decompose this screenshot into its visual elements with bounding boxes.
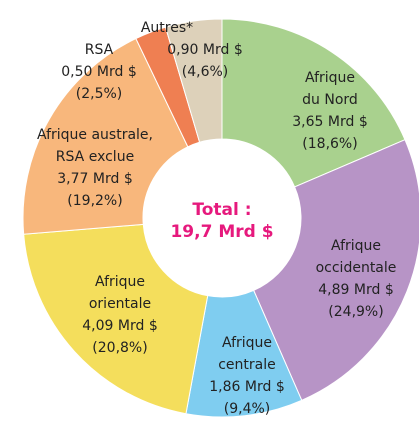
category-label: du Nord <box>302 92 358 108</box>
category-label: RSA <box>85 42 114 58</box>
donut-slice <box>22 37 189 235</box>
category-label: Afrique <box>305 70 355 86</box>
category-label: occidentale <box>316 260 397 276</box>
value-label: 0,90 Mrd $ <box>167 42 242 58</box>
value-label: 0,50 Mrd $ <box>61 64 136 80</box>
donut-slice <box>252 139 419 401</box>
percent-label: (18,6%) <box>302 136 357 152</box>
donut-slice <box>23 223 209 415</box>
category-label: Afrique australe, <box>37 127 153 143</box>
value-label: 3,77 Mrd $ <box>57 171 132 187</box>
percent-label: (20,8%) <box>92 340 147 356</box>
value-label: 4,89 Mrd $ <box>318 282 393 298</box>
category-label: Afrique <box>95 274 145 290</box>
category-label: Afrique <box>222 335 272 351</box>
percent-label: (2,5%) <box>76 86 123 102</box>
value-label: 3,65 Mrd $ <box>292 114 367 130</box>
percent-label: (19,2%) <box>67 193 122 209</box>
center-label: Total : <box>192 200 251 220</box>
category-label: Afrique <box>331 238 381 254</box>
value-label: 1,86 Mrd $ <box>209 379 284 395</box>
percent-label: (4,6%) <box>182 64 229 80</box>
donut-slice <box>221 18 406 188</box>
donut-slice <box>164 18 223 143</box>
category-label: orientale <box>89 296 151 312</box>
category-label: RSA exclue <box>56 149 134 165</box>
category-label: Autres* <box>141 20 193 36</box>
category-label: centrale <box>218 357 276 373</box>
percent-label: (24,9%) <box>328 304 383 320</box>
value-label: 4,09 Mrd $ <box>82 318 157 334</box>
percent-label: (9,4%) <box>224 401 271 417</box>
center-label: 19,7 Mrd $ <box>170 222 273 242</box>
